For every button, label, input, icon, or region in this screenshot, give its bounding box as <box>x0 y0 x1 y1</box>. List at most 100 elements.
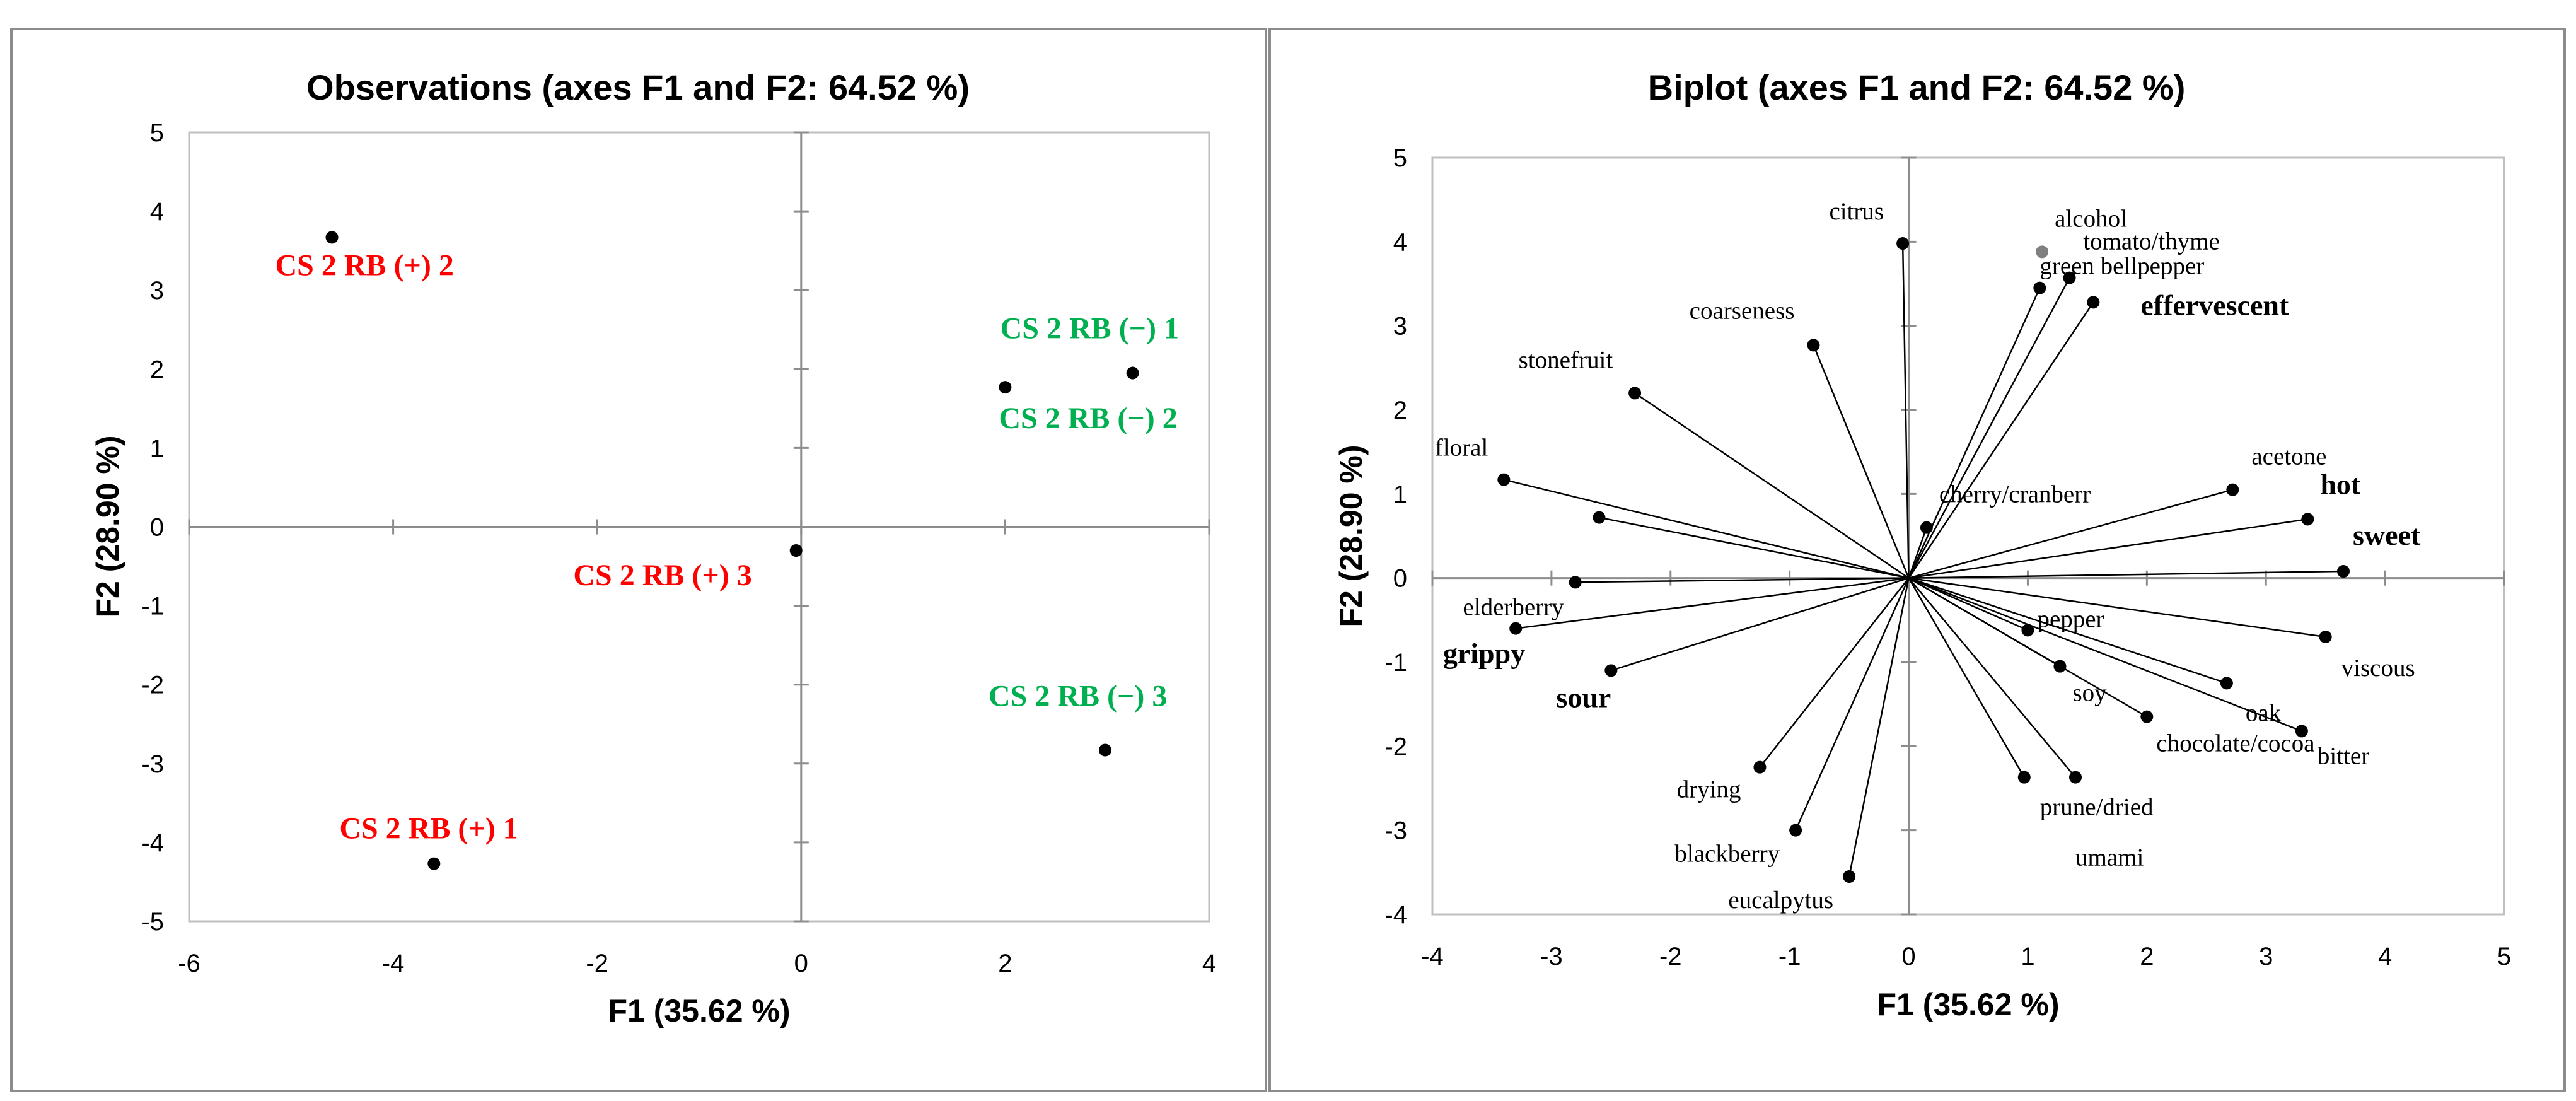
observations-x-axis-title: F1 (35.62 %) <box>608 993 790 1028</box>
observation-label: CS 2 RB (+) 3 <box>573 559 751 592</box>
biplot-vector <box>1908 577 2147 718</box>
observations-y-tick-label: -1 <box>141 593 164 620</box>
biplot-x-tick-label: 3 <box>2259 943 2273 970</box>
observations-y-tick-label: 2 <box>150 356 164 383</box>
biplot-x-tick-label: 4 <box>2378 943 2392 970</box>
observations-y-tick-label: 3 <box>150 277 164 305</box>
biplot-variable-label: pepper <box>2037 605 2104 632</box>
biplot-y-tick-label: 4 <box>1393 228 1407 256</box>
biplot-x-axis-title: F1 (35.62 %) <box>1877 987 2059 1022</box>
biplot-vector <box>1901 243 1910 578</box>
biplot-variable-label: sour <box>1556 681 1611 713</box>
biplot-vector <box>1908 578 2025 778</box>
observations-x-ticks: -6 -4 -2 0 2 4 <box>178 950 1216 977</box>
biplot-x-tick-label: 1 <box>2021 943 2034 970</box>
biplot-variable-point <box>2017 771 2031 784</box>
left-panel-frame <box>10 28 1267 1092</box>
biplot-y-axis-title: F2 (28.90 %) <box>1333 445 1369 627</box>
observations-y-ticks: 5 4 3 2 1 0 -1 -2 -3 -4 -5 <box>141 119 164 936</box>
biplot-vector <box>1908 518 2308 579</box>
biplot-variable-label: umami <box>2075 844 2144 871</box>
biplot-variable-labels: citrus alcohol green bellpeppertomato/thym… <box>1435 198 2421 914</box>
biplot-variable-label: elderberry <box>1463 593 1564 620</box>
biplot-vector <box>1634 392 1910 579</box>
observation-label: CS 2 RB (−) 1 <box>1001 312 1179 346</box>
biplot-chart: Biplot (axes F1 and F2: 64.52 %) 543210-… <box>1333 67 2511 1022</box>
biplot-variable-label: grippy <box>1443 638 1525 670</box>
biplot-y-tick-label: 2 <box>1393 397 1407 424</box>
biplot-variable-point <box>2220 677 2233 690</box>
biplot-vector <box>1504 479 1909 579</box>
biplot-vector <box>1908 489 2233 579</box>
observation-point <box>1126 366 1139 380</box>
biplot-variable-point <box>2319 631 2332 643</box>
observations-y-tick-label: -4 <box>141 829 164 857</box>
biplot-variable-label: eucalpytus <box>1728 887 1833 914</box>
observations-y-tick-label: -2 <box>141 672 164 699</box>
biplot-vector <box>1599 516 1909 579</box>
observation-point <box>999 381 1012 394</box>
biplot-variable-label: citrus <box>1829 198 1884 225</box>
biplot-x-tick-label: -2 <box>1659 943 1682 970</box>
biplot-y-tick-label: -3 <box>1384 817 1407 845</box>
observations-x-tick-label: 4 <box>1202 950 1216 977</box>
observations-y-axis-title: F2 (28.90 %) <box>90 435 125 617</box>
observation-label: CS 2 RB (−) 3 <box>989 680 1167 713</box>
biplot-variable-label: viscous <box>2341 655 2415 682</box>
biplot-variable-point <box>1593 511 1606 524</box>
biplot-x-tick-label: 2 <box>2140 943 2154 970</box>
biplot-variable-point <box>2140 710 2154 723</box>
biplot-variable-label: prune/dried <box>2040 794 2154 821</box>
biplot-variable-point <box>1569 576 1582 589</box>
biplot-variable-label: acetone <box>2251 443 2326 470</box>
biplot-variable-point <box>2337 565 2350 578</box>
biplot-vector <box>1908 577 2076 778</box>
observations-x-tick-label: -6 <box>178 950 200 977</box>
observations-y-tick-label: -5 <box>141 908 164 936</box>
biplot-vector <box>1908 577 2302 732</box>
observations-y-tick-label: 5 <box>150 119 164 147</box>
biplot-variable-point <box>1604 664 1618 677</box>
observations-y-tick-label: -3 <box>141 750 164 778</box>
biplot-y-tick-label: -1 <box>1384 649 1407 677</box>
biplot-vector <box>1908 577 2326 638</box>
biplot-variable-point <box>2226 483 2239 496</box>
observation-label: CS 2 RB (−) 2 <box>999 402 1177 435</box>
biplot-variable-label: tomato/thyme <box>2083 228 2220 255</box>
observation-point <box>789 544 803 557</box>
biplot-x-ticks: -4 -3 -2 -1 0 1 2 3 4 5 <box>1421 943 2511 970</box>
biplot-variable-point <box>1497 473 1511 486</box>
observations-x-tick-label: 0 <box>794 950 808 977</box>
observation-point <box>427 857 441 870</box>
biplot-variable-point <box>1920 521 1933 534</box>
biplot-vector <box>1908 527 1928 579</box>
biplot-variable-label: soy <box>2072 680 2107 707</box>
biplot-y-tick-label: 1 <box>1393 481 1407 508</box>
biplot-variable-label: stonefruit <box>1519 346 1613 373</box>
biplot-vector <box>1908 577 2227 684</box>
biplot-x-tick-label: -1 <box>1778 943 1801 970</box>
observations-x-tick-label: -4 <box>382 950 405 977</box>
observation-label: CS 2 RB (+) 2 <box>276 248 454 282</box>
observations-zero-axes <box>188 131 1210 923</box>
biplot-variable-label: coarseness <box>1690 297 1795 324</box>
observations-chart-title: Observations (axes F1 and F2: 64.52 %) <box>306 67 970 107</box>
biplot-x-tick-label: -3 <box>1540 943 1563 970</box>
biplot-variable-point <box>2069 771 2082 784</box>
biplot-y-tick-label: 3 <box>1393 313 1407 341</box>
biplot-vector <box>1575 577 1909 583</box>
biplot-variable-point <box>2021 624 2034 637</box>
biplot-x-tick-label: 0 <box>1901 943 1915 970</box>
biplot-plot-area <box>1431 156 2505 916</box>
biplot-y-tick-label: -2 <box>1384 733 1407 760</box>
biplot-variable-label: chocolate/cocoa <box>2156 730 2314 757</box>
biplot-vector <box>1908 277 2070 579</box>
biplot-variable-point <box>2033 281 2046 294</box>
biplot-variable-point <box>1753 760 1767 774</box>
biplot-variable-label: blackberry <box>1674 841 1780 868</box>
observations-y-tick-label: 1 <box>150 434 164 462</box>
observations-y-tick-label: 4 <box>150 198 164 226</box>
biplot-y-tick-label: -4 <box>1384 901 1407 929</box>
biplot-variable-point <box>1789 824 1802 837</box>
